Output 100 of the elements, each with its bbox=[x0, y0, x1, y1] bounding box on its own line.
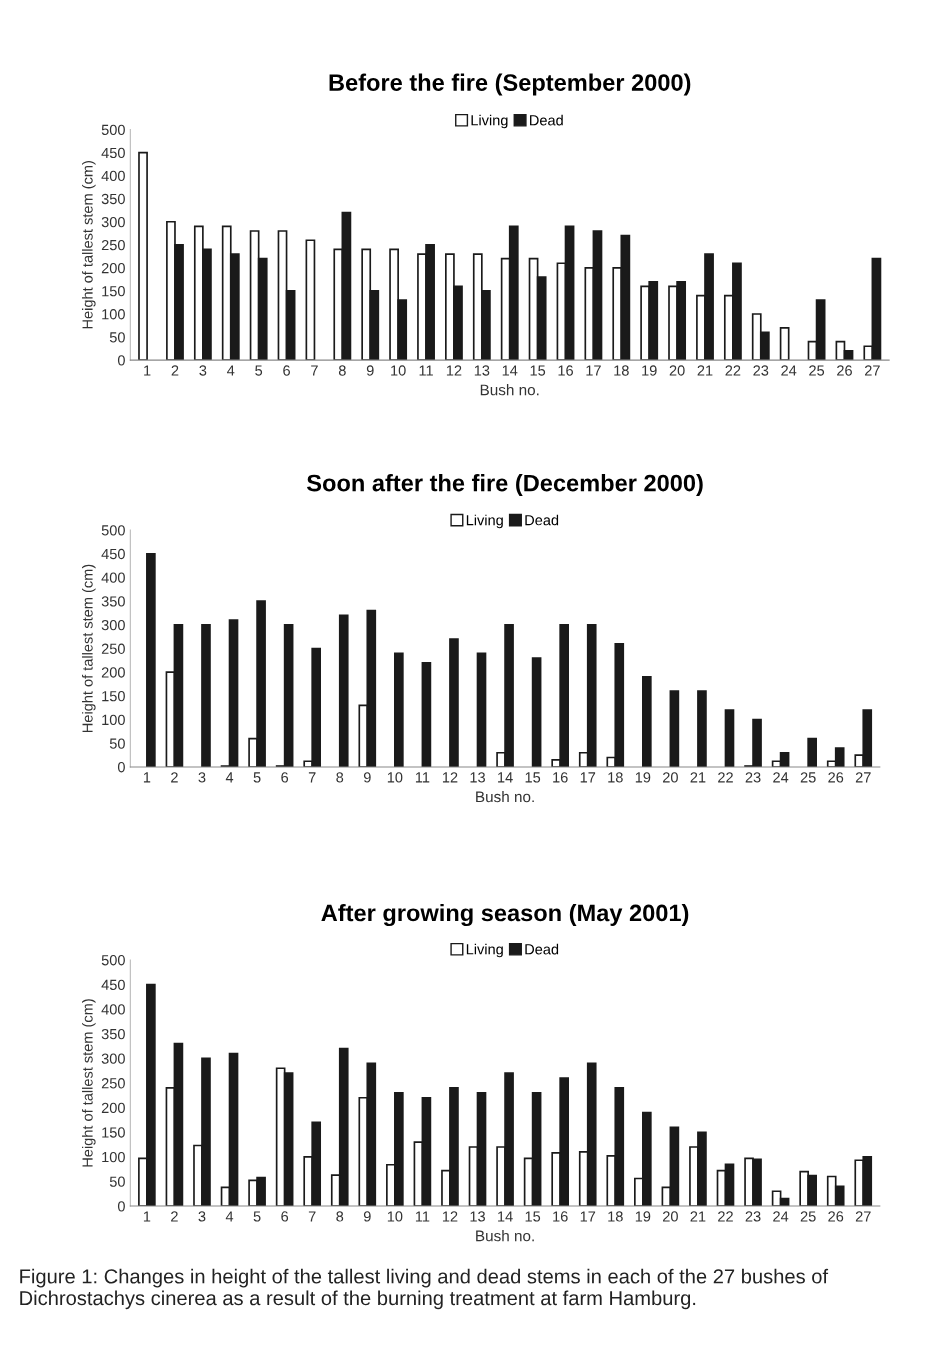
x-tick-label: 16 bbox=[553, 1211, 568, 1222]
x-axis-title: Bush no. bbox=[480, 384, 539, 396]
x-tick-label: 1 bbox=[143, 1211, 151, 1222]
y-tick-label: 450 bbox=[101, 979, 125, 991]
x-tick-label: 4 bbox=[225, 1211, 234, 1222]
x-tick-label: 12 bbox=[442, 1211, 458, 1222]
x-tick-label: 27 bbox=[864, 365, 880, 376]
x-tick-label: 21 bbox=[697, 365, 713, 376]
y-tick-label: 0 bbox=[117, 762, 125, 773]
x-tick-label: 15 bbox=[525, 772, 541, 783]
y-tick-label: 350 bbox=[101, 1028, 125, 1040]
x-tick-label: 14 bbox=[502, 365, 518, 376]
x-tick-label: 13 bbox=[470, 772, 485, 783]
x-tick-label: 24 bbox=[773, 1211, 789, 1222]
x-tick-label: 24 bbox=[781, 365, 797, 376]
x-tick-label: 26 bbox=[837, 365, 852, 376]
x-tick-label: 16 bbox=[553, 772, 568, 783]
y-tick-label: 350 bbox=[101, 596, 125, 607]
x-tick-label: 15 bbox=[525, 1211, 541, 1222]
x-tick-label: 1 bbox=[144, 365, 151, 376]
x-tick-label: 23 bbox=[753, 365, 769, 376]
x-tick-label: 3 bbox=[198, 772, 206, 783]
x-tick-label: 13 bbox=[474, 365, 490, 376]
x-tick-label: 12 bbox=[442, 772, 458, 783]
x-tick-label: 8 bbox=[336, 1211, 344, 1222]
x-tick-label: 5 bbox=[255, 365, 263, 376]
x-tick-label: 12 bbox=[446, 365, 462, 376]
y-tick-label: 150 bbox=[102, 1127, 125, 1138]
legend-label: Dead bbox=[525, 943, 559, 955]
y-tick-label: 350 bbox=[101, 193, 125, 205]
y-tick-label: 400 bbox=[101, 572, 125, 583]
x-tick-label: 21 bbox=[690, 1211, 706, 1222]
x-tick-label: 13 bbox=[470, 1211, 485, 1222]
y-tick-label: 250 bbox=[101, 1078, 125, 1089]
y-tick-label: 0 bbox=[117, 1201, 125, 1212]
x-tick-label: 26 bbox=[828, 772, 844, 783]
y-tick-label: 500 bbox=[101, 525, 125, 536]
y-axis-title: Height of tallest stem (cm) bbox=[82, 564, 96, 732]
y-tick-label: 0 bbox=[117, 355, 125, 366]
y-tick-label: 500 bbox=[101, 124, 125, 136]
x-axis-title: Bush no. bbox=[476, 1230, 534, 1242]
chart-title: Soon after the fire (December 2000) bbox=[306, 474, 703, 497]
x-tick-label: 16 bbox=[558, 365, 573, 376]
y-tick-label: 150 bbox=[102, 286, 125, 297]
x-tick-label: 26 bbox=[828, 1211, 844, 1222]
x-tick-label: 2 bbox=[171, 365, 179, 376]
y-tick-label: 400 bbox=[101, 1004, 125, 1015]
x-tick-label: 7 bbox=[308, 772, 316, 783]
x-tick-label: 19 bbox=[635, 772, 651, 783]
x-tick-label: 3 bbox=[198, 1211, 206, 1222]
x-axis-title: Bush no. bbox=[476, 790, 534, 803]
x-tick-label: 20 bbox=[663, 772, 678, 783]
y-tick-label: 200 bbox=[101, 1102, 125, 1114]
x-tick-label: 25 bbox=[800, 772, 816, 783]
x-tick-label: 17 bbox=[586, 365, 601, 376]
x-tick-label: 11 bbox=[415, 1211, 430, 1222]
y-tick-label: 50 bbox=[109, 738, 125, 749]
x-tick-label: 24 bbox=[773, 772, 789, 783]
x-tick-label: 14 bbox=[498, 1211, 513, 1222]
x-tick-label: 5 bbox=[253, 772, 261, 783]
x-tick-label: 21 bbox=[690, 772, 706, 783]
y-tick-label: 450 bbox=[101, 548, 125, 560]
caption: Figure 1: Changes in height of the tallest living and dead stems in each of the 27 bushes of Dichrostachys cinerea as a result of the burning treatment at farm Hamburg. bbox=[20, 1268, 829, 1310]
x-tick-label: 7 bbox=[311, 365, 318, 376]
y-tick-label: 200 bbox=[101, 262, 125, 274]
x-tick-label: 6 bbox=[281, 1211, 289, 1222]
x-tick-label: 10 bbox=[391, 365, 406, 376]
y-tick-label: 100 bbox=[102, 714, 125, 726]
legend-label: Living bbox=[466, 943, 503, 958]
y-axis-title: Height of tallest stem (cm) bbox=[82, 161, 96, 329]
x-tick-label: 23 bbox=[745, 1211, 761, 1222]
y-tick-label: 300 bbox=[101, 216, 125, 228]
legend-label: Dead bbox=[530, 114, 563, 126]
x-tick-label: 6 bbox=[281, 772, 289, 783]
y-tick-label: 250 bbox=[101, 239, 125, 251]
legend-label: Dead bbox=[525, 514, 559, 526]
y-tick-label: 400 bbox=[101, 170, 125, 182]
x-tick-label: 9 bbox=[366, 365, 374, 376]
x-tick-label: 4 bbox=[227, 365, 235, 376]
x-tick-label: 18 bbox=[614, 365, 629, 376]
x-tick-label: 2 bbox=[171, 1211, 178, 1222]
y-tick-label: 50 bbox=[109, 1176, 125, 1187]
y-tick-label: 100 bbox=[102, 1151, 125, 1163]
x-tick-label: 7 bbox=[308, 1211, 316, 1222]
x-tick-label: 22 bbox=[725, 365, 741, 376]
x-tick-label: 5 bbox=[253, 1211, 261, 1222]
x-tick-label: 4 bbox=[225, 772, 234, 783]
x-tick-label: 22 bbox=[718, 772, 733, 783]
x-tick-label: 1 bbox=[143, 772, 151, 783]
y-tick-label: 200 bbox=[101, 667, 125, 678]
y-tick-label: 300 bbox=[101, 1053, 125, 1064]
x-tick-label: 23 bbox=[745, 772, 761, 783]
x-tick-label: 25 bbox=[800, 1211, 816, 1222]
chart-title: Before the fire (September 2000) bbox=[329, 73, 691, 96]
x-tick-label: 10 bbox=[387, 772, 403, 783]
y-tick-label: 450 bbox=[101, 147, 125, 159]
x-tick-label: 20 bbox=[663, 1211, 678, 1222]
x-tick-label: 17 bbox=[580, 772, 596, 783]
x-tick-label: 19 bbox=[642, 365, 657, 376]
y-tick-label: 300 bbox=[101, 619, 125, 631]
